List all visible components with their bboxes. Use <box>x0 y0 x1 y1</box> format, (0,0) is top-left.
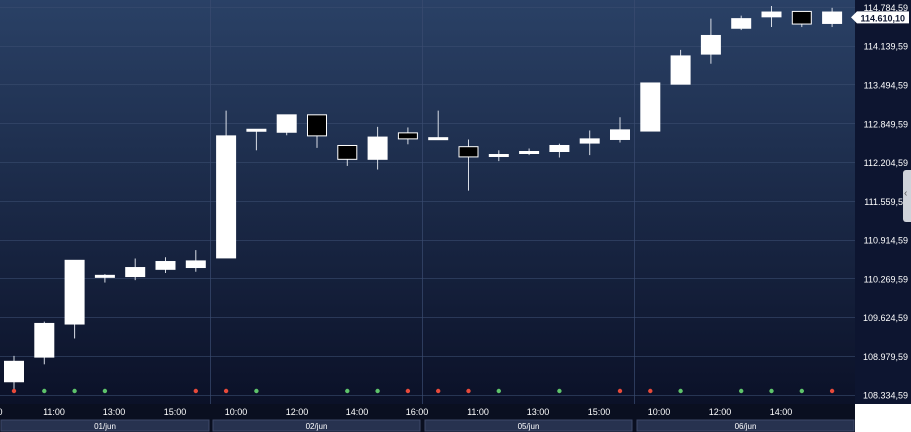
x-tick-label: 15:00 <box>588 407 611 417</box>
signal-dot <box>11 388 17 394</box>
y-tick-label: 110.914,59 <box>864 236 908 246</box>
x-tick-label: 11:00 <box>43 407 65 417</box>
day-bar <box>636 419 855 432</box>
signal-dot <box>375 388 380 394</box>
current-price-label: 114.610,10 <box>860 13 905 23</box>
signal-dot <box>254 388 259 394</box>
x-tick-label: 0 <box>0 407 3 417</box>
candle-body <box>367 136 388 160</box>
candle-body <box>246 128 267 132</box>
x-tick-label: 15:00 <box>164 407 187 417</box>
signal-dot <box>345 388 350 394</box>
signal-dot <box>466 388 471 394</box>
candle-body <box>549 144 570 153</box>
signal-dot <box>42 388 47 394</box>
candle-body <box>488 154 509 158</box>
signal-dot <box>223 388 229 394</box>
candle-body <box>125 267 146 278</box>
signal-dot <box>678 388 683 394</box>
candle-body <box>276 114 297 133</box>
day-label: 05/jun <box>518 422 540 431</box>
candle-body <box>670 55 691 85</box>
candle-body <box>822 11 843 24</box>
y-tick-label: 114.139,59 <box>864 42 908 52</box>
y-tick-label: 108.979,59 <box>863 352 908 362</box>
signal-dot <box>648 388 653 394</box>
side-panel-handle[interactable]: ‹ <box>903 170 911 222</box>
x-tick-label: 12:00 <box>286 407 309 417</box>
candle-body <box>761 11 782 18</box>
y-tick-label: 111.559,59 <box>864 197 908 207</box>
candle-body <box>579 138 600 144</box>
candle-body <box>307 114 327 137</box>
candle-body <box>185 260 206 269</box>
candle-body <box>94 274 115 278</box>
candle-body <box>700 34 721 55</box>
x-tick-label: 13:00 <box>103 407 126 417</box>
candle-body <box>4 360 24 383</box>
day-bar <box>424 419 633 432</box>
x-tick-label: 13:00 <box>527 407 550 417</box>
current-price-tag <box>851 11 909 24</box>
signal-dot <box>557 388 562 394</box>
candle-body <box>34 322 55 358</box>
y-tick-label: 110.269,59 <box>864 274 908 284</box>
candle-body <box>428 137 449 141</box>
day-label: 01/jun <box>94 422 116 431</box>
signal-dot <box>769 388 774 394</box>
signal-dot <box>799 388 804 394</box>
candle-body <box>397 132 418 140</box>
chevron-left-icon: ‹ <box>904 188 908 199</box>
signal-dot <box>102 388 108 394</box>
y-tick-label: 108.334,59 <box>863 391 908 401</box>
day-label: 02/jun <box>306 422 328 431</box>
signal-dot <box>193 388 198 394</box>
day-bar <box>0 419 210 432</box>
x-tick-label: 16:00 <box>406 407 429 417</box>
signal-dot <box>436 388 441 394</box>
y-tick-label: 109.624,59 <box>863 313 908 323</box>
x-tick-label: 14:00 <box>770 407 793 417</box>
candle-body <box>519 151 540 154</box>
signal-dot <box>739 388 744 394</box>
signal-dot <box>72 388 77 394</box>
signal-dot <box>617 388 623 394</box>
axis-corner <box>855 404 911 432</box>
x-tick-label: 11:00 <box>467 407 489 417</box>
candle-body <box>216 135 237 259</box>
y-tick-label: 112.204,59 <box>864 158 908 168</box>
candle-body <box>64 259 85 325</box>
candle-body <box>337 144 358 160</box>
candle-body <box>791 10 812 25</box>
signal-dot <box>829 388 835 394</box>
x-tick-label: 12:00 <box>709 407 732 417</box>
y-tick-label: 112.849,59 <box>864 119 908 129</box>
candle-body <box>155 261 176 270</box>
x-tick-label: 10:00 <box>225 407 248 417</box>
signal-dot <box>496 388 501 394</box>
signal-dot <box>405 388 411 394</box>
x-tick-label: 10:00 <box>648 407 671 417</box>
candle-body <box>640 82 661 132</box>
candle-body <box>731 18 752 29</box>
candle-body <box>610 129 630 140</box>
day-label: 06/jun <box>735 422 757 431</box>
day-bar <box>212 419 421 432</box>
x-tick-label: 14:00 <box>346 407 369 417</box>
candle-body <box>458 146 479 158</box>
y-tick-label: 114.784,59 <box>864 3 908 13</box>
y-tick-label: 113.494,59 <box>864 80 908 90</box>
